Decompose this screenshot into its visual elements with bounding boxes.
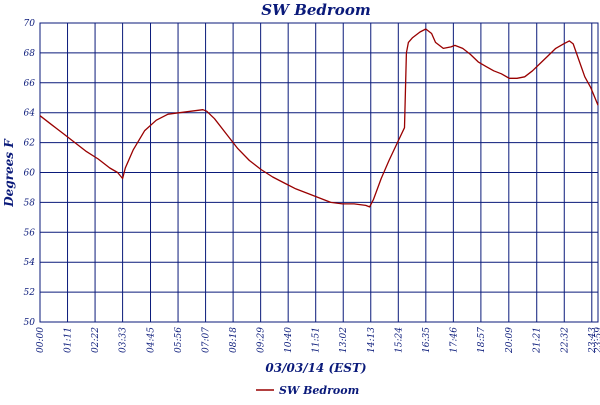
x-tick-label: 17:46 xyxy=(449,327,459,353)
legend-label: SW Bedroom xyxy=(279,384,359,397)
series-layer xyxy=(39,28,599,208)
series-line xyxy=(39,28,599,208)
x-tick-label: 01:11 xyxy=(64,327,74,353)
x-tick-label: 03:33 xyxy=(119,327,129,353)
x-tick-label: 14:13 xyxy=(367,327,377,353)
grid xyxy=(39,22,599,323)
x-tick-label: 09:29 xyxy=(257,327,267,353)
chart-title: SW Bedroom xyxy=(261,1,370,19)
x-tick-label: 05:56 xyxy=(174,327,184,353)
x-tick-label: 04:45 xyxy=(147,327,157,353)
y-tick-label: 50 xyxy=(24,318,36,328)
tick-labels: 50 52 54 56 58 60 62 64 66 68 70 00:00 01:11 02:22 03:… xyxy=(24,19,600,354)
y-tick-label: 64 xyxy=(24,109,36,119)
y-tick-label: 56 xyxy=(24,228,36,238)
x-tick-label: 02:22 xyxy=(91,327,101,353)
x-tick-label: 18:57 xyxy=(477,327,487,353)
y-axis-title: Degrees F xyxy=(2,138,16,208)
x-tick-label: 21:21 xyxy=(533,327,543,354)
x-tick-label: 13:02 xyxy=(339,327,349,353)
y-tick-label: 52 xyxy=(24,288,36,298)
y-tick-label: 70 xyxy=(24,19,36,29)
x-tick-label: 15:24 xyxy=(394,327,404,353)
y-tick-label: 54 xyxy=(24,258,36,268)
x-tick-label: 20:09 xyxy=(505,327,515,354)
x-tick-label: 11:51 xyxy=(312,327,322,353)
y-tick-label: 66 xyxy=(24,79,36,89)
legend: SW Bedroom xyxy=(256,384,359,397)
x-tick-label: 23:43 xyxy=(588,327,598,354)
x-tick-label: 16:35 xyxy=(422,327,432,353)
x-tick-label: 00:00 xyxy=(36,327,46,353)
x-tick-label: 08:18 xyxy=(229,327,239,353)
x-tick-label: 07:07 xyxy=(202,327,212,353)
y-tick-label: 62 xyxy=(24,139,36,149)
x-tick-label: 23:59 xyxy=(594,327,600,354)
x-tick-label: 22:32 xyxy=(560,327,570,354)
y-tick-label: 60 xyxy=(24,169,36,179)
x-tick-label: 10:40 xyxy=(284,327,294,353)
y-tick-label: 58 xyxy=(24,198,36,208)
x-axis-title: 03/03/14 (EST) xyxy=(265,361,366,375)
y-tick-label: 68 xyxy=(24,49,36,59)
